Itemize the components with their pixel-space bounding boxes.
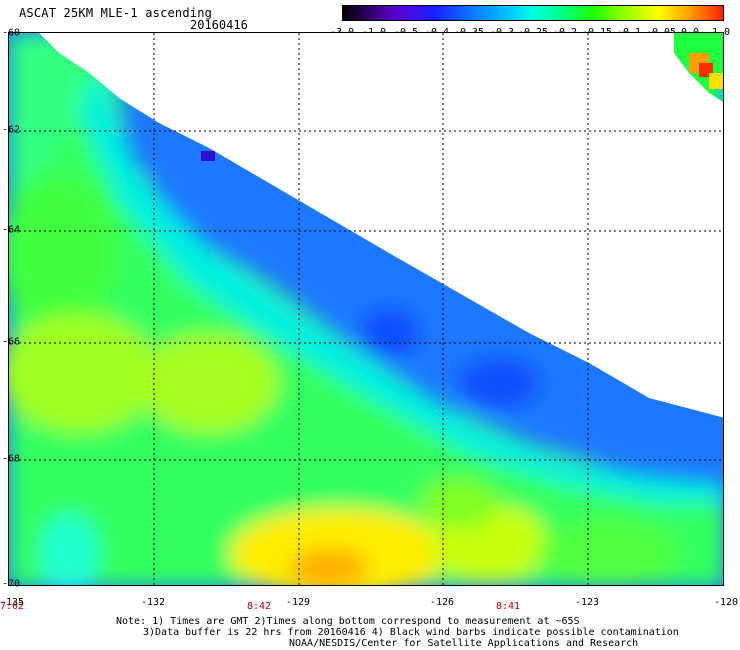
field-patch [39, 513, 99, 585]
time-label: 8:42 [246, 601, 272, 612]
lat-label: -60 [2, 27, 21, 39]
note-line: Note: 1) Times are GMT 2)Times along bot… [116, 616, 580, 627]
lon-label: -135 [0, 597, 25, 608]
field-pixel [201, 151, 215, 161]
field-patch [139, 333, 279, 433]
lat-label: -70 [2, 578, 21, 590]
field-patch [359, 308, 419, 358]
map-field-svg [9, 33, 723, 585]
field-patch [709, 73, 723, 89]
lon-label: -129 [285, 597, 311, 608]
field-patch [289, 548, 369, 585]
graticule [9, 33, 723, 585]
field-pixel [483, 299, 495, 307]
field-green-nw [9, 33, 89, 193]
field-green [9, 33, 723, 585]
lat-label: -68 [2, 453, 21, 465]
time-label: 7:02 [0, 601, 25, 612]
lat-label: -66 [2, 336, 21, 348]
map-panel [8, 32, 724, 586]
map-title: ASCAT 25KM MLE-1 ascending [19, 6, 213, 20]
field-patch [459, 358, 539, 408]
lon-label: -120 [713, 597, 739, 608]
note-line: NOAA/NESDIS/Center for Satellite Applica… [289, 638, 639, 649]
map-date: 20160416 [190, 18, 248, 32]
note-line: 3)Data buffer is 22 hrs from 20160416 4)… [143, 627, 679, 638]
lon-label: -126 [429, 597, 455, 608]
lat-label: -64 [2, 224, 21, 236]
lon-label: -123 [574, 597, 600, 608]
swath-field [9, 33, 723, 585]
colorbar [342, 5, 724, 21]
field-patch [9, 173, 119, 333]
topright-field [674, 33, 723, 103]
field-patch [715, 89, 723, 103]
lon-label: -132 [140, 597, 166, 608]
field-patch [539, 518, 679, 585]
time-label: 8:41 [495, 601, 521, 612]
lat-label: -62 [2, 124, 21, 136]
field-cyan-band [69, 73, 723, 503]
field-patch [419, 478, 499, 528]
